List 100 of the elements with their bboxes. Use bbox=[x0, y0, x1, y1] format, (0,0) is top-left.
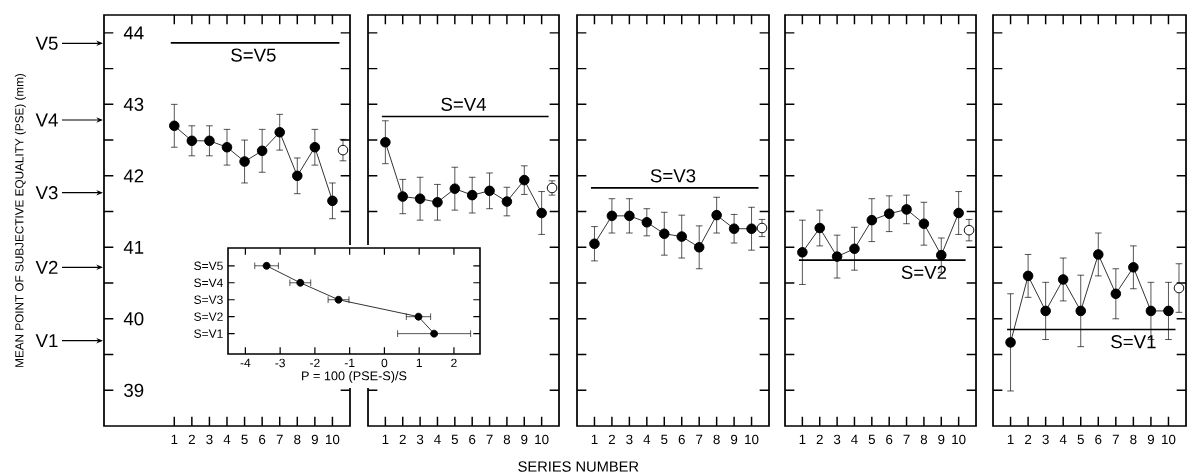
text: V3 bbox=[35, 186, 58, 200]
x-tick-label: -3 bbox=[275, 358, 285, 368]
point bbox=[936, 249, 947, 261]
y-tick-label: S=V3 bbox=[194, 295, 223, 304]
point bbox=[641, 217, 653, 228]
y-tick-label: S=V1 bbox=[194, 329, 223, 338]
point bbox=[606, 210, 618, 222]
x-tick-label: 3 bbox=[416, 434, 424, 445]
point bbox=[292, 170, 303, 182]
x-tick-label: 9 bbox=[521, 434, 528, 445]
point bbox=[1145, 305, 1157, 317]
point bbox=[1005, 337, 1016, 348]
x-tick-label: 2 bbox=[399, 434, 406, 445]
point bbox=[186, 135, 198, 147]
x-tick-label: 6 bbox=[678, 434, 685, 445]
y-tick-label: S=V2 bbox=[194, 312, 223, 321]
y-tick-label: 43 bbox=[123, 97, 144, 111]
x-tick-label: 10 bbox=[535, 434, 549, 445]
ref-line-label: S=V2 bbox=[901, 265, 947, 279]
y-tick-label: S=V5 bbox=[194, 261, 223, 271]
x-tick-label: 7 bbox=[276, 434, 283, 444]
x-tick-label: 1 bbox=[591, 434, 598, 444]
x-tick-label: 7 bbox=[696, 434, 703, 444]
x-tick-label: 2 bbox=[816, 434, 823, 445]
x-tick-label: 5 bbox=[1077, 434, 1084, 445]
point bbox=[659, 228, 670, 239]
point bbox=[814, 222, 826, 234]
point bbox=[589, 238, 600, 250]
x-tick-label: 1 bbox=[799, 434, 806, 444]
x-axis-title: P = 100 (PSE-S)/S bbox=[302, 371, 407, 383]
point bbox=[430, 329, 439, 338]
point bbox=[1173, 282, 1185, 294]
x-tick-label: 7 bbox=[1112, 434, 1119, 444]
x-tick-label: 4 bbox=[223, 434, 231, 444]
point bbox=[274, 126, 285, 138]
point bbox=[676, 231, 687, 242]
point bbox=[746, 223, 757, 234]
y-axis-title: MEAN POINT OF SUBJECTIVE EQUALITY (PSE) (mm) bbox=[14, 73, 26, 367]
x-tick-label: 2 bbox=[188, 434, 195, 445]
x-tick-label: 9 bbox=[731, 434, 738, 445]
y-tick-label: 42 bbox=[123, 169, 144, 183]
point bbox=[1040, 305, 1051, 317]
x-tick-label: 5 bbox=[451, 434, 458, 445]
x-tick-label: -1 bbox=[344, 358, 355, 367]
x-tick-label: 3 bbox=[833, 434, 841, 445]
point bbox=[756, 222, 768, 234]
point bbox=[953, 207, 964, 219]
x-tick-label: 9 bbox=[311, 434, 318, 445]
x-tick-label: 10 bbox=[1162, 434, 1176, 445]
point bbox=[883, 208, 895, 219]
x-tick-label: 8 bbox=[713, 434, 720, 445]
x-tick-label: 8 bbox=[503, 434, 511, 445]
y-tick-label: 39 bbox=[124, 383, 144, 397]
point bbox=[624, 210, 635, 222]
point bbox=[711, 209, 722, 221]
x-tick-label: 2 bbox=[608, 434, 615, 445]
x-tick-label: 10 bbox=[326, 434, 340, 445]
point bbox=[327, 195, 338, 207]
point bbox=[449, 183, 461, 194]
point bbox=[204, 135, 215, 147]
point bbox=[484, 185, 495, 197]
x-tick-label: 5 bbox=[661, 434, 668, 445]
ref-line-label: S=V1 bbox=[1111, 335, 1156, 349]
x-tick-label: 8 bbox=[1130, 434, 1137, 445]
ref-line-label: S=V4 bbox=[441, 97, 487, 111]
point bbox=[169, 120, 180, 132]
x-tick-label: 8 bbox=[920, 434, 928, 445]
x-tick-label: -2 bbox=[310, 358, 320, 368]
x-tick-label: 4 bbox=[434, 434, 441, 444]
x-tick-label: 1 bbox=[382, 434, 389, 444]
point bbox=[693, 242, 705, 253]
x-tick-label: 5 bbox=[868, 434, 875, 445]
point bbox=[1110, 288, 1122, 300]
point bbox=[1057, 274, 1069, 285]
x-tick-label: 6 bbox=[259, 434, 266, 445]
point bbox=[963, 224, 975, 236]
x-tick-label: 4 bbox=[1059, 434, 1067, 444]
text: V5 bbox=[35, 36, 58, 50]
x-tick-label: 3 bbox=[1042, 434, 1049, 445]
point bbox=[380, 136, 391, 148]
x-tick-label: 5 bbox=[241, 434, 248, 445]
text: V2 bbox=[35, 260, 58, 274]
ref-line-label: S=V5 bbox=[231, 48, 276, 62]
point bbox=[849, 243, 860, 255]
point bbox=[397, 191, 408, 202]
x-tick-label: 2 bbox=[451, 358, 457, 368]
point bbox=[1163, 305, 1174, 317]
point bbox=[309, 141, 321, 153]
ref-line-label: S=V3 bbox=[650, 169, 696, 183]
point bbox=[1075, 305, 1087, 317]
x-tick-label: 1 bbox=[171, 434, 178, 444]
point bbox=[519, 174, 530, 186]
point bbox=[334, 295, 343, 304]
point bbox=[296, 278, 305, 287]
point bbox=[466, 189, 478, 201]
x-tick-label: 6 bbox=[886, 434, 893, 445]
x-tick-label: 4 bbox=[643, 434, 651, 444]
x-tick-label: 2 bbox=[1025, 434, 1032, 445]
point bbox=[501, 196, 513, 207]
point bbox=[728, 223, 740, 234]
